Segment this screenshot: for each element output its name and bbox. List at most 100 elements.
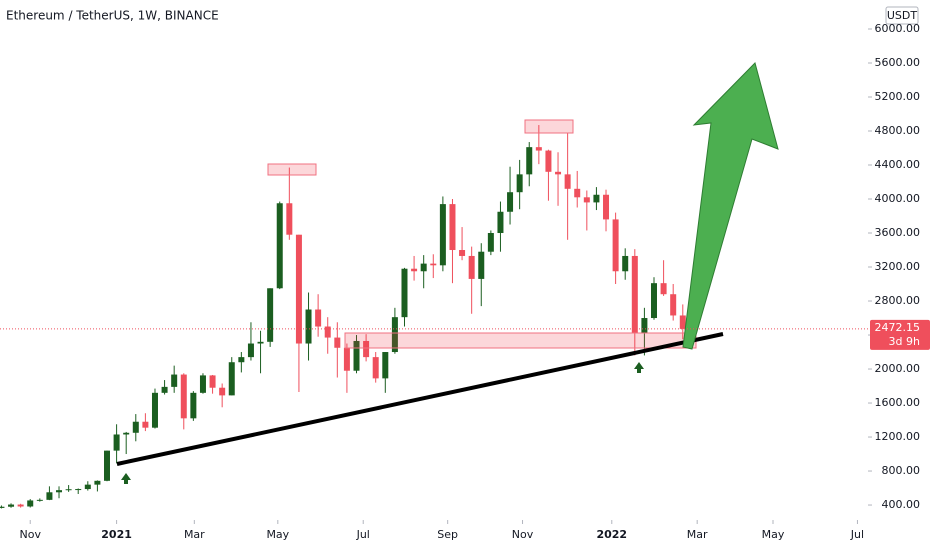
trend-line — [116, 332, 724, 466]
x-tick-label: 2022 — [596, 528, 627, 541]
candle-body — [622, 255, 629, 272]
candle-body — [545, 150, 552, 172]
candle-body — [65, 489, 72, 491]
candles — [0, 125, 686, 509]
candle-body — [8, 504, 15, 507]
candle-body — [334, 337, 341, 348]
candle-body — [468, 255, 475, 279]
candle-body — [343, 347, 350, 371]
support-zone — [344, 332, 697, 349]
candle-body — [123, 432, 130, 435]
candle-body — [161, 386, 168, 393]
candle-body — [228, 362, 235, 396]
candle-body — [247, 343, 254, 358]
candle-body — [641, 318, 648, 334]
candle-body — [315, 309, 322, 327]
y-tick-label: 4400.00 — [875, 158, 921, 171]
candle-body — [439, 204, 446, 266]
candle-body — [603, 194, 610, 220]
drawings — [116, 62, 779, 484]
candle-body — [631, 255, 638, 334]
price-tag — [870, 319, 930, 350]
x-tick-label: Nov — [512, 528, 534, 541]
candle-body — [411, 268, 418, 272]
x-tick-label: 2021 — [101, 528, 132, 541]
candle-body — [56, 490, 63, 493]
y-tick-label: 2800.00 — [875, 294, 921, 307]
candle-body — [430, 263, 437, 266]
candle-body — [507, 192, 514, 212]
candle-body — [353, 340, 360, 371]
candle-body — [238, 357, 245, 363]
candle-body — [84, 484, 91, 490]
candle-body — [555, 171, 562, 175]
x-tick-label: May — [762, 528, 785, 541]
candle-body — [46, 492, 53, 500]
price-tag-value: 2472.15 — [875, 321, 921, 334]
x-tick-label: Mar — [184, 528, 205, 541]
candle-body — [363, 340, 370, 358]
candle-body — [526, 147, 533, 175]
candle-body — [324, 326, 331, 338]
x-tick-label: Jul — [356, 528, 370, 541]
y-tick-label: 4800.00 — [875, 124, 921, 137]
candle-body — [459, 250, 466, 256]
x-tick-label: May — [266, 528, 289, 541]
candle-body — [564, 174, 571, 189]
y-tick-label: 5200.00 — [875, 90, 921, 103]
x-tick-label: Jul — [850, 528, 864, 541]
candle-body — [113, 434, 120, 451]
candle-body — [650, 283, 657, 319]
y-tick-label: 3600.00 — [875, 226, 921, 239]
up-arrow — [634, 362, 644, 373]
candle-body — [276, 203, 283, 289]
projection-arrow — [682, 62, 779, 350]
y-tick-label: 800.00 — [882, 464, 921, 477]
candle-body — [0, 506, 5, 508]
candle-body — [497, 211, 504, 234]
candle-body — [670, 294, 677, 316]
candle-body — [305, 309, 312, 344]
candle-body — [535, 147, 542, 151]
candle-body — [104, 450, 111, 481]
candle-body — [401, 268, 408, 318]
candle-body — [36, 499, 43, 501]
y-tick-label: 1200.00 — [875, 430, 921, 443]
candle-body — [391, 317, 398, 353]
candle-body — [516, 174, 523, 193]
candle-body — [27, 500, 34, 507]
candle-body — [286, 203, 293, 235]
resistance-zone — [267, 163, 317, 176]
candle-body — [132, 421, 139, 433]
candle-body — [295, 234, 302, 344]
candle-body — [151, 392, 158, 428]
candle-body — [190, 392, 197, 419]
candle-body — [612, 219, 619, 272]
candle-body — [267, 288, 274, 342]
chart-title: Ethereum / TetherUS, 1W, BINANCE — [6, 9, 219, 23]
x-tick-label: Sep — [437, 528, 458, 541]
candle-body — [94, 480, 101, 485]
candle-body — [257, 341, 264, 344]
candle-body — [487, 233, 494, 252]
y-tick-label: 400.00 — [882, 498, 921, 511]
price-tag-countdown: 3d 9h — [889, 335, 920, 348]
candle-body — [660, 283, 667, 295]
candle-body — [17, 504, 24, 507]
resistance-zone — [524, 119, 574, 134]
y-tick-label: 1600.00 — [875, 396, 921, 409]
candle-body — [478, 251, 485, 279]
y-tick-label: 2000.00 — [875, 362, 921, 375]
candle-body — [219, 387, 226, 396]
x-tick-label: Mar — [687, 528, 708, 541]
candle-body — [382, 352, 389, 379]
candle-body — [142, 421, 149, 428]
candle-body — [75, 489, 82, 491]
y-tick-label: 4000.00 — [875, 192, 921, 205]
candle-body — [574, 188, 581, 198]
currency-badge — [885, 6, 919, 25]
candle-body — [199, 375, 206, 393]
candle-body — [372, 357, 379, 379]
